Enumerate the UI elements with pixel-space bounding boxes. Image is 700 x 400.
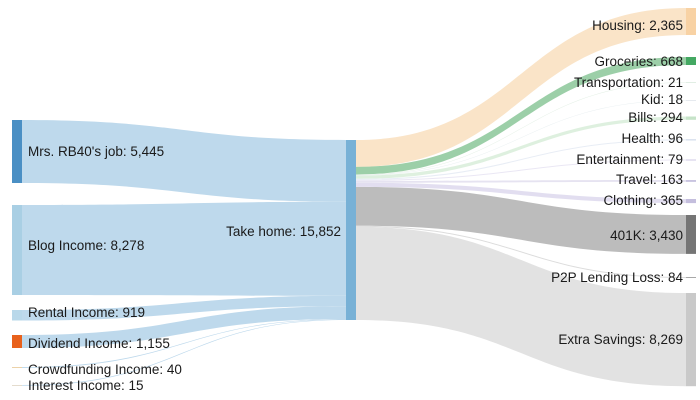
node-clothing[interactable]	[686, 199, 696, 204]
link-take-home-to-health[interactable]	[356, 139, 686, 180]
link-take-home-to-housing[interactable]	[356, 8, 686, 167]
label-extra-savings: Extra Savings: 8,269	[558, 332, 683, 347]
label-interest-income: Interest Income: 15	[28, 378, 144, 393]
node-extra-savings[interactable]	[686, 293, 696, 387]
node-mrs-rb40s-job[interactable]	[12, 120, 22, 183]
label-dividend-income: Dividend Income: 1,155	[28, 336, 170, 351]
node-groceries[interactable]	[686, 57, 696, 65]
node-take-home[interactable]	[346, 140, 356, 320]
link-take-home-to-travel[interactable]	[356, 180, 686, 183]
income-links	[22, 120, 346, 386]
link-interest-income-to-take-home[interactable]	[22, 319, 346, 386]
link-crowdfunding-income-to-take-home[interactable]	[22, 319, 346, 368]
node-blog-income[interactable]	[12, 205, 22, 295]
label-groceries: Groceries: 668	[594, 54, 683, 69]
node-kid[interactable]	[686, 100, 696, 101]
label-travel: Travel: 163	[616, 172, 683, 187]
label-blog-income: Blog Income: 8,278	[28, 238, 144, 253]
link-take-home-to-kid[interactable]	[356, 100, 686, 176]
label-bills: Bills: 294	[628, 110, 683, 125]
spending-links	[356, 8, 686, 387]
label-housing: Housing: 2,365	[592, 18, 683, 33]
node-housing[interactable]	[686, 8, 696, 35]
label-take-home: Take home: 15,852	[226, 224, 341, 239]
label-rental-income: Rental Income: 919	[28, 305, 145, 320]
link-take-home-to-groceries[interactable]	[356, 57, 686, 175]
node-dividend-income[interactable]	[12, 335, 22, 348]
link-take-home-to-transportation[interactable]	[356, 82, 686, 175]
spending-nodes	[686, 8, 696, 387]
link-dividend-income-to-take-home[interactable]	[22, 306, 346, 348]
node-bills[interactable]	[686, 116, 696, 120]
node-interest-income[interactable]	[12, 385, 22, 386]
link-blog-income-to-take-home[interactable]	[22, 201, 346, 296]
node-p2p-lending-loss[interactable]	[686, 277, 696, 278]
link-take-home-to-p2p-lending-loss[interactable]	[356, 225, 686, 278]
node-401k[interactable]	[686, 215, 696, 254]
label-401k: 401K: 3,430	[610, 228, 683, 243]
label-transportation: Transportation: 21	[574, 75, 683, 90]
link-take-home-to-clothing[interactable]	[356, 182, 686, 204]
link-mrs-job-to-take-home[interactable]	[22, 120, 346, 202]
label-kid: Kid: 18	[641, 92, 683, 107]
label-health: Health: 96	[621, 131, 683, 146]
label-crowdfunding-income: Crowdfunding Income: 40	[28, 362, 182, 377]
label-p2p-lending-loss: P2P Lending Loss: 84	[551, 270, 683, 285]
label-entertainment: Entertainment: 79	[576, 152, 683, 167]
income-nodes	[12, 120, 22, 386]
link-take-home-to-extra-savings[interactable]	[356, 226, 686, 387]
node-transportation[interactable]	[686, 82, 696, 83]
link-take-home-to-bills[interactable]	[356, 116, 686, 179]
income-labels: Mrs. RB40's job: 5,445 Blog Income: 8,27…	[28, 144, 182, 393]
link-rental-income-to-take-home[interactable]	[22, 295, 346, 321]
label-clothing: Clothing: 365	[603, 193, 683, 208]
node-rental-income[interactable]	[12, 310, 22, 321]
spending-labels: Housing: 2,365 Groceries: 668 Transporta…	[551, 18, 683, 347]
link-take-home-to-entertainment[interactable]	[356, 159, 686, 181]
node-travel[interactable]	[686, 180, 696, 182]
label-mrs-rb40s-job: Mrs. RB40's job: 5,445	[28, 144, 164, 159]
node-crowdfunding-income[interactable]	[12, 367, 22, 368]
node-entertainment[interactable]	[686, 159, 696, 161]
node-health[interactable]	[686, 139, 696, 141]
link-take-home-to-401k[interactable]	[356, 186, 686, 254]
